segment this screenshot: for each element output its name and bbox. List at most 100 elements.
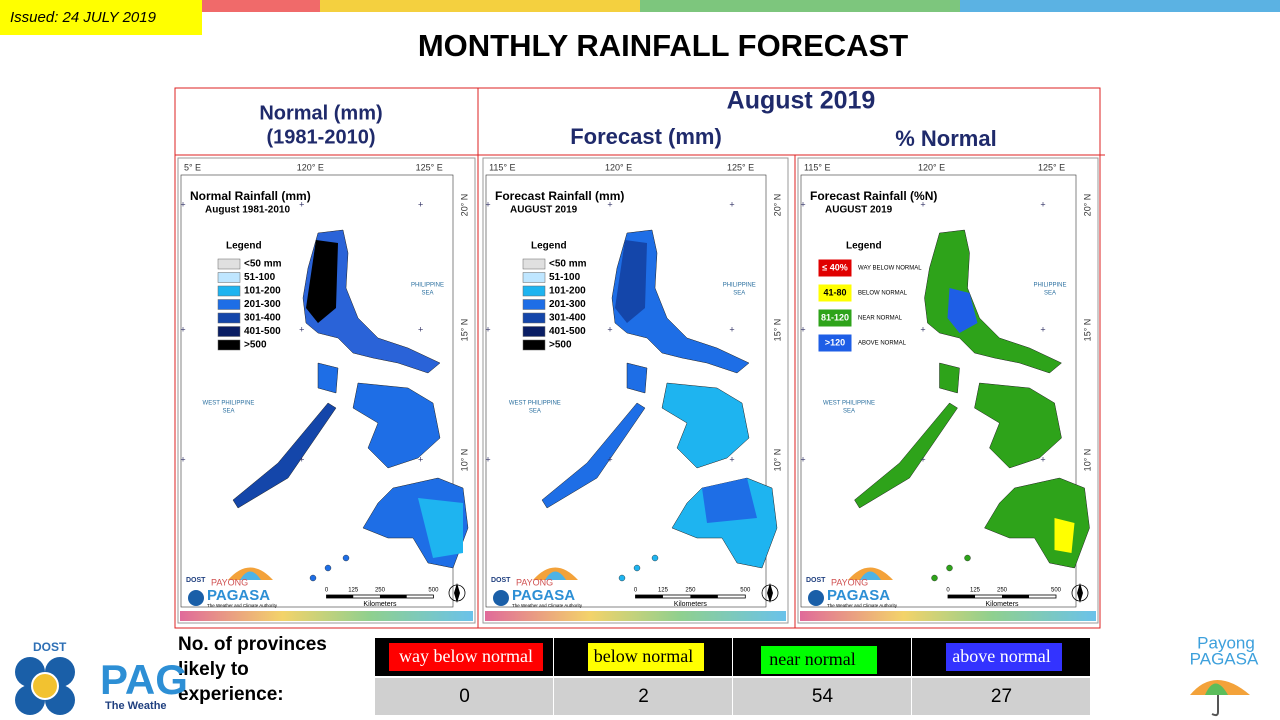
column-heading: Forecast (mm) xyxy=(570,124,722,149)
header-label: above normal xyxy=(952,646,1050,666)
graticule-cross: + xyxy=(1040,199,1045,209)
island xyxy=(618,574,626,582)
latitude-label: 15° N xyxy=(772,319,782,342)
logo-umbrella xyxy=(545,571,566,580)
latitude-label: 20° N xyxy=(772,194,782,217)
legend-title: Legend xyxy=(226,241,262,252)
issued-date: Issued: 24 JULY 2019 xyxy=(10,9,157,26)
header-badge xyxy=(389,643,543,671)
map-subtitle: AUGUST 2019 xyxy=(510,205,578,216)
legend-label: 201-300 xyxy=(549,299,586,310)
legend-label: <50 mm xyxy=(244,259,282,270)
scale-label: 500 xyxy=(1051,588,1062,594)
map-subtitle: AUGUST 2019 xyxy=(825,205,893,216)
row-label: No. of provinces xyxy=(178,634,327,655)
island xyxy=(232,402,337,509)
logo-left: DOST PAG The Weathe xyxy=(15,640,188,715)
sea-label: PHILIPPINE xyxy=(1033,283,1066,289)
longitude-label: 5° E xyxy=(184,162,201,172)
map-land xyxy=(541,229,778,582)
count-cell xyxy=(375,678,553,715)
legend-label: >120 xyxy=(825,337,845,347)
graticule-cross: + xyxy=(607,324,612,334)
logo-text: Payong xyxy=(1197,633,1255,652)
logo-text: PAYONG xyxy=(516,577,553,587)
sea-label: SEA xyxy=(1044,291,1056,297)
count-value: 2 xyxy=(638,686,649,707)
legend-swatch xyxy=(217,285,241,297)
logo-text: PAG xyxy=(100,656,188,703)
color-strip xyxy=(800,611,1096,621)
island xyxy=(661,382,750,469)
scale-label: 250 xyxy=(685,588,696,594)
scale-unit: Kilometers xyxy=(985,601,1019,608)
issued-box xyxy=(0,0,202,35)
map-frame xyxy=(800,174,1077,608)
column-heading: % Normal xyxy=(895,126,996,151)
legend-label: >500 xyxy=(244,340,267,351)
legend-title: Legend xyxy=(531,241,567,252)
legend-description: BELOW NORMAL xyxy=(858,291,908,297)
logo-shape xyxy=(493,590,509,606)
scale-bar xyxy=(635,595,663,598)
legend-label: 301-400 xyxy=(244,313,281,324)
island xyxy=(974,382,1062,469)
stripe-green xyxy=(640,0,960,12)
header-badge xyxy=(761,646,877,674)
logo-text: The Weather and Climate Authority xyxy=(512,603,583,608)
sea-label: SEA xyxy=(421,291,433,297)
legend-swatch xyxy=(217,272,241,283)
island xyxy=(854,402,958,509)
island xyxy=(317,362,339,394)
map-highlight xyxy=(702,478,757,523)
legend-label: 51-100 xyxy=(549,272,581,283)
map-highlight xyxy=(306,240,338,323)
logo-text: The Weather and Climate Authority xyxy=(827,603,898,608)
legend-swatch xyxy=(522,326,546,337)
latitude-label: 15° N xyxy=(459,319,469,342)
header-label: way below normal xyxy=(399,646,533,666)
scale-label: 500 xyxy=(740,588,751,594)
legend-label: 401-500 xyxy=(244,326,281,337)
graticule-cross: + xyxy=(607,454,612,464)
longitude-label: 120° E xyxy=(605,162,632,172)
stripe-blue xyxy=(960,0,1280,12)
graticule-cross: + xyxy=(418,454,423,464)
logo-text: DOST xyxy=(491,577,511,584)
frame xyxy=(174,87,1101,629)
scale-unit: Kilometers xyxy=(363,601,397,608)
column-heading: August 2019 xyxy=(727,87,876,115)
latitude-label: 20° N xyxy=(1082,194,1092,217)
column-heading: Normal (mm) xyxy=(259,102,382,124)
graticule-cross: + xyxy=(800,454,805,464)
scale-label: 125 xyxy=(348,588,359,594)
logo-text: PAYONG xyxy=(211,577,248,587)
legend-swatch xyxy=(522,299,546,310)
umbrella xyxy=(1205,683,1228,695)
count-value: 0 xyxy=(459,686,470,707)
logo-text: The Weathe xyxy=(105,700,167,712)
map-frame xyxy=(485,174,767,608)
legend-swatch xyxy=(217,326,241,337)
graticule-cross: + xyxy=(418,324,423,334)
sea-label: SEA xyxy=(843,409,855,415)
compass xyxy=(1077,583,1083,603)
legend-label: <50 mm xyxy=(549,259,587,270)
logo-umbrella xyxy=(860,571,881,580)
island xyxy=(651,554,659,562)
legend-swatch xyxy=(817,333,853,353)
legend-label: 301-400 xyxy=(549,313,586,324)
map-highlight xyxy=(418,498,463,558)
latitude-label: 20° N xyxy=(459,194,469,217)
header-badge xyxy=(588,643,704,671)
title: MONTHLY RAINFALL FORECAST xyxy=(418,28,908,63)
graticule-cross: + xyxy=(607,199,612,209)
graticule-cross: + xyxy=(180,199,185,209)
latitude-label: 10° N xyxy=(772,449,782,472)
graticule-cross: + xyxy=(1040,324,1045,334)
graticule-cross: + xyxy=(920,324,925,334)
map-highlight xyxy=(615,240,647,323)
scale-bar xyxy=(379,595,407,598)
logo-umbrella xyxy=(240,571,261,580)
